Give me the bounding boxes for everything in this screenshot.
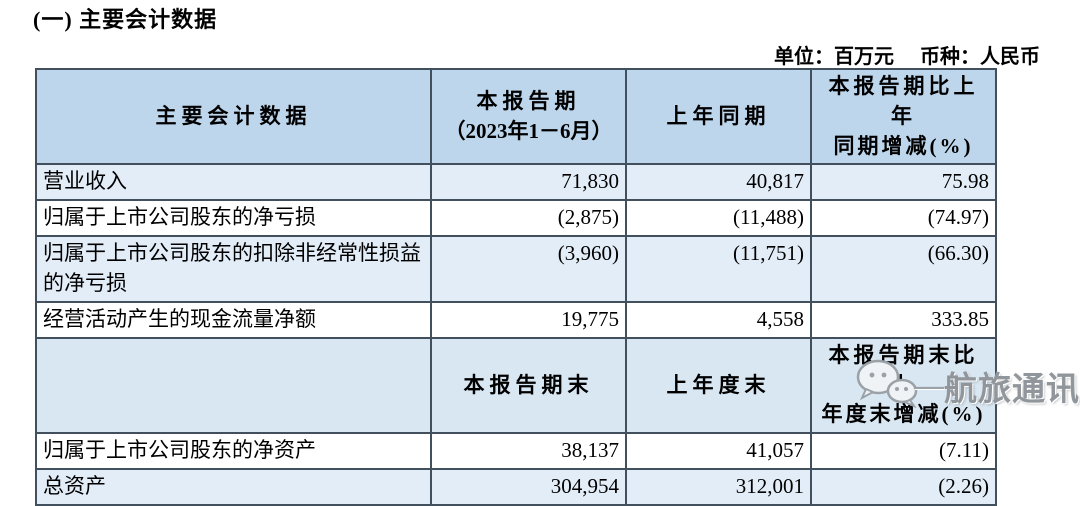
- table-row-operating-cash-flow: 经营活动产生的现金流量净额 19,775 4,558 333.85: [35, 300, 997, 339]
- row-label: 经营活动产生的现金流量净额: [35, 300, 432, 339]
- row-label: 归属于上市公司股东的净亏损: [35, 199, 432, 238]
- header-cell-period-change: 本报告期比上年 同期增减(%): [810, 67, 997, 166]
- row-current-value: 304,954: [430, 467, 627, 506]
- row-prior-value: (11,488): [625, 199, 812, 238]
- header-cell-metrics: 主要会计数据: [35, 67, 432, 166]
- page-title: (一) 主要会计数据: [33, 7, 218, 32]
- header-cell-balance-change: 本报告期末比上年度末增减(%): [810, 336, 997, 435]
- row-current-value: (3,960): [430, 235, 627, 303]
- table-row-net-loss-excl-nonrecurring: 归属于上市公司股东的扣除非经常性损益的净亏损 (3,960) (11,751) …: [35, 235, 997, 303]
- row-change-value: 75.98: [810, 163, 997, 202]
- row-label: 归属于上市公司股东的净资产: [35, 432, 432, 470]
- row-prior-value: (11,751): [625, 235, 812, 303]
- unit-label: 单位：百万元: [774, 46, 894, 68]
- row-current-value: (2,875): [430, 199, 627, 238]
- row-change-value: (2.26): [810, 467, 997, 506]
- wechat-chat-bubbles-icon: [856, 358, 920, 413]
- header-cell-empty: [35, 336, 432, 435]
- row-prior-value: 40,817: [625, 163, 812, 202]
- accounting-data-table: 主要会计数据 本报告期 （2023年1－6月） 上年同期 本报告期比上年 同期增减(…: [35, 67, 997, 506]
- row-prior-value: 312,001: [625, 467, 812, 506]
- table-row-revenue: 营业收入 71,830 40,817 75.98: [35, 163, 997, 202]
- row-label: 营业收入: [35, 163, 432, 202]
- table-row-net-loss: 归属于上市公司股东的净亏损 (2,875) (11,488) (74.97): [35, 199, 997, 238]
- table-row-net-assets: 归属于上市公司股东的净资产 38,137 41,057 (7.11): [35, 432, 997, 470]
- currency-label: 币种：人民币: [920, 46, 1040, 68]
- unit-currency-line: 单位：百万元 币种：人民币: [774, 40, 1040, 69]
- header-cell-prior-period: 上年同期: [625, 67, 812, 166]
- row-current-value: 71,830: [430, 163, 627, 202]
- watermark-text: 航旅通讯社: [944, 369, 1080, 407]
- row-current-value: 38,137: [430, 432, 627, 470]
- row-prior-value: 41,057: [625, 432, 812, 470]
- row-change-value: (66.30): [810, 235, 997, 303]
- header-cell-current-period: 本报告期 （2023年1－6月）: [430, 67, 627, 166]
- row-label: 归属于上市公司股东的扣除非经常性损益的净亏损: [35, 235, 432, 303]
- row-current-value: 19,775: [430, 300, 627, 339]
- table-row-total-assets: 总资产 304,954 312,001 (2.26): [35, 467, 997, 506]
- row-change-value: 333.85: [810, 300, 997, 339]
- watermark: — 航旅通讯社: [856, 358, 1080, 413]
- watermark-dash: —: [914, 368, 944, 402]
- table-header-period: 主要会计数据 本报告期 （2023年1－6月） 上年同期 本报告期比上年 同期增减(…: [35, 67, 997, 166]
- table-header-balance: 本报告期末 上年度末 本报告期末比上年度末增减(%): [35, 336, 997, 435]
- row-change-value: (74.97): [810, 199, 997, 238]
- row-prior-value: 4,558: [625, 300, 812, 339]
- row-label: 总资产: [35, 467, 432, 506]
- header-cell-period-end: 本报告期末: [430, 336, 627, 435]
- row-change-value: (7.11): [810, 432, 997, 470]
- header-cell-prior-year-end: 上年度末: [625, 336, 812, 435]
